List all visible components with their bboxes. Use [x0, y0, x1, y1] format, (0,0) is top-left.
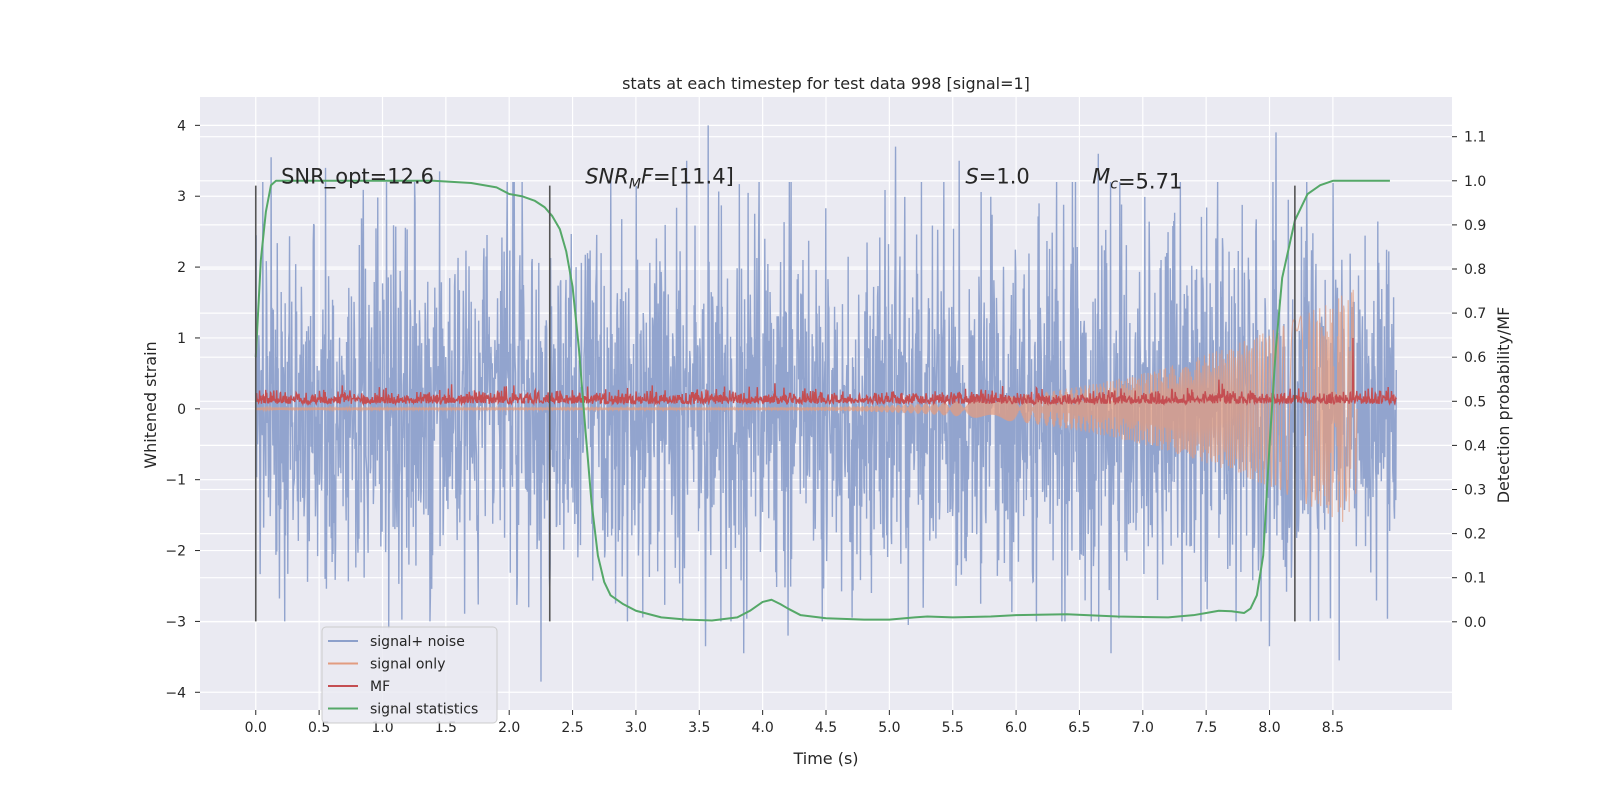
chart-title: stats at each timestep for test data 998… [622, 74, 1030, 93]
y-left-tick-label: −2 [165, 544, 186, 560]
annotation-snr_opt: SNR_opt=12.6 [281, 165, 434, 190]
x-tick-label: 1.5 [435, 720, 457, 736]
x-tick-label: 4.0 [752, 720, 774, 736]
x-tick-label: 8.0 [1258, 720, 1280, 736]
series-signal-noise [255, 125, 1397, 682]
legend-label: signal+ noise [370, 634, 465, 650]
annotation-snr_mf: SNRMF=[11.4] [585, 165, 734, 193]
y-left-tick-label: −4 [165, 685, 186, 701]
x-tick-label: 7.5 [1195, 720, 1217, 736]
series-layer [254, 125, 1397, 682]
series-signal-statistics [254, 179, 1390, 622]
annotation-value: =5.71 [1118, 170, 1182, 194]
legend-label: signal only [370, 657, 445, 673]
y-right-tick-label: 0.5 [1464, 394, 1486, 410]
x-tick-label: 5.5 [942, 720, 964, 736]
annotations: SNR_opt=12.6 SNRMF=[11.4] S=1.0 Mc=5.71 [281, 165, 1182, 194]
annotation-math: S [965, 165, 978, 189]
x-tick-label: 3.0 [625, 720, 647, 736]
legend: signal+ noise signal only MF signal statist… [321, 626, 498, 724]
y-right-tick-label: 0.3 [1464, 482, 1486, 498]
x-tick-label: 3.5 [688, 720, 710, 736]
x-tick-label: 6.5 [1068, 720, 1090, 736]
annotation-s: S=1.0 [965, 165, 1029, 189]
x-tick-label: 6.0 [1005, 720, 1027, 736]
legend-label: signal statistics [370, 702, 478, 718]
x-tick-label: 2.5 [561, 720, 583, 736]
y-left-tick-label: 3 [177, 189, 186, 205]
y-right-tick-label: 1.0 [1464, 174, 1486, 190]
y-left-tick-label: 1 [177, 331, 186, 347]
y-right-tick-label: 0.2 [1464, 527, 1486, 543]
annotation-mc: Mc=5.71 [1092, 165, 1182, 194]
y-left-tick-label: −3 [165, 614, 186, 630]
x-tick-label: 4.5 [815, 720, 837, 736]
y-left-tick-label: 0 [177, 402, 186, 418]
y-axis-right-ticks: 0.0 0.1 0.2 0.3 0.4 0.5 0.6 0.7 0.8 0.9 1.0 1.1 [1452, 130, 1486, 631]
y-axis-right-label: Detection probability/MF [1494, 307, 1513, 504]
x-tick-label: 5.0 [878, 720, 900, 736]
y-right-tick-label: 0.8 [1464, 262, 1486, 278]
x-tick-label: 2.0 [498, 720, 520, 736]
x-tick-label: 8.5 [1322, 720, 1344, 736]
vlines [254, 185, 1296, 622]
y-right-tick-label: 1.1 [1464, 130, 1486, 146]
x-axis-ticks: 0.0 0.5 1.0 1.5 2.0 2.5 3.0 3.5 4.0 4.5 5.0 5.5 6.0 6… [245, 710, 1344, 736]
annotation-tail: F [641, 165, 654, 189]
y-right-tick-label: 0.1 [1464, 571, 1486, 587]
x-tick-label: 1.0 [371, 720, 393, 736]
y-axis-left-label: Whitened strain [141, 341, 160, 468]
y-right-tick-label: 0.9 [1464, 218, 1486, 234]
annotation-value: =1.0 [979, 165, 1030, 189]
x-tick-label: 0.0 [245, 720, 267, 736]
legend-label: MF [370, 679, 390, 695]
y-right-tick-label: 0.6 [1464, 350, 1486, 366]
y-left-tick-label: 2 [177, 260, 186, 276]
y-right-tick-label: 0.7 [1464, 306, 1486, 322]
annotation-math: SNR [585, 165, 629, 189]
y-axis-left-ticks: −4 −3 −2 −1 0 1 2 3 4 [165, 118, 200, 701]
y-left-tick-label: 4 [177, 118, 186, 134]
x-tick-label: 0.5 [308, 720, 330, 736]
annotation-value: =[11.4] [653, 165, 734, 189]
annotation-subscript: M [629, 177, 641, 193]
y-right-tick-label: 0.4 [1464, 438, 1486, 454]
y-right-tick-label: 0.0 [1464, 615, 1486, 631]
y-left-tick-label: −1 [165, 473, 186, 489]
series-mf [255, 337, 1397, 407]
x-tick-label: 7.0 [1132, 720, 1154, 736]
series-signal-only [255, 289, 1358, 522]
x-axis-label: Time (s) [792, 749, 858, 768]
annotation-subscript: c [1110, 177, 1118, 193]
legend-box [321, 626, 498, 724]
annotation-math: M [1092, 165, 1110, 189]
